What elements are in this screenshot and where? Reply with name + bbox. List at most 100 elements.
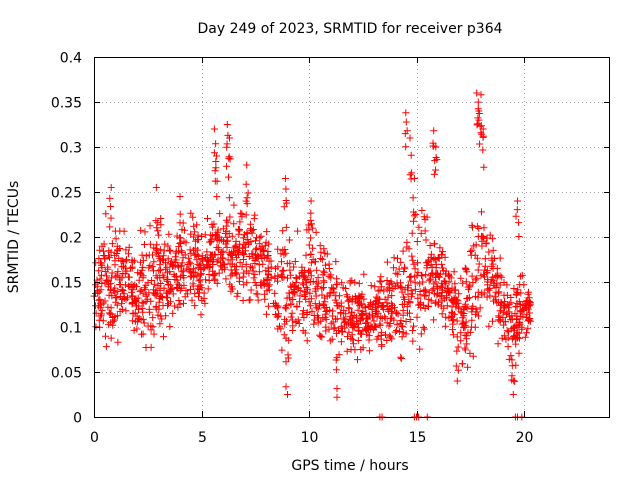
data-point — [92, 309, 100, 317]
data-point — [300, 267, 308, 274]
data-point — [193, 221, 201, 229]
data-point — [517, 272, 525, 280]
data-point — [181, 293, 189, 301]
data-point — [134, 269, 142, 277]
data-point — [367, 322, 375, 330]
data-point — [114, 338, 122, 346]
data-point — [261, 295, 269, 303]
data-point — [139, 256, 147, 264]
data-point — [466, 281, 474, 289]
data-point — [250, 274, 258, 282]
data-point — [500, 302, 508, 309]
data-point — [285, 236, 293, 244]
data-point — [316, 242, 324, 250]
data-point — [114, 287, 122, 295]
data-point — [164, 255, 172, 263]
data-point — [348, 308, 356, 316]
data-point — [125, 250, 132, 258]
data-point — [251, 279, 259, 286]
y-tick-label: 0.3 — [60, 141, 82, 157]
data-point — [355, 292, 363, 300]
data-point — [468, 246, 476, 254]
data-point — [399, 323, 407, 331]
data-point — [149, 314, 157, 322]
data-point — [430, 127, 438, 135]
data-point — [257, 279, 265, 287]
data-point — [222, 240, 230, 248]
data-point — [106, 254, 113, 262]
data-point — [163, 263, 171, 271]
data-point — [195, 285, 203, 293]
data-point — [252, 237, 259, 245]
data-point — [259, 247, 267, 255]
data-point — [234, 247, 242, 254]
data-point — [463, 268, 471, 276]
data-point — [504, 343, 512, 351]
data-point — [116, 293, 124, 300]
data-point — [256, 251, 264, 259]
data-point — [397, 283, 405, 291]
data-point — [111, 251, 119, 259]
data-point — [228, 260, 236, 268]
data-point — [279, 227, 287, 235]
data-point — [157, 215, 165, 222]
data-point — [219, 247, 227, 255]
data-point — [515, 349, 523, 357]
data-point — [428, 269, 436, 277]
data-point — [240, 281, 248, 289]
data-point — [164, 301, 171, 309]
data-point — [394, 270, 402, 278]
data-point — [479, 146, 487, 154]
data-point — [464, 329, 472, 337]
data-point — [436, 244, 444, 252]
data-point — [252, 244, 260, 252]
data-point — [448, 303, 456, 311]
data-point — [153, 224, 161, 232]
data-point — [509, 324, 517, 332]
data-point — [485, 248, 493, 256]
data-point — [311, 316, 319, 324]
y-tick-label: 0.1 — [60, 321, 82, 337]
data-point — [314, 305, 322, 313]
data-point — [300, 271, 308, 279]
data-point — [383, 258, 391, 266]
data-point — [432, 278, 440, 286]
data-point — [404, 309, 411, 317]
data-point — [121, 270, 129, 278]
data-point — [315, 314, 322, 322]
data-point — [407, 287, 415, 295]
data-point — [500, 332, 508, 340]
data-point — [413, 313, 421, 321]
data-point — [97, 312, 105, 320]
data-point — [351, 278, 359, 286]
data-point — [164, 275, 172, 283]
data-point — [453, 377, 461, 385]
data-point — [455, 290, 463, 298]
data-point — [325, 325, 333, 333]
data-point — [304, 285, 311, 293]
data-point — [366, 301, 374, 309]
data-point — [278, 258, 285, 266]
data-point — [221, 263, 229, 271]
data-point — [477, 122, 485, 130]
data-point — [158, 315, 166, 323]
data-point — [390, 264, 397, 272]
data-point — [314, 274, 322, 282]
data-point — [182, 239, 190, 247]
data-point — [416, 288, 424, 295]
data-point — [393, 279, 401, 287]
data-point — [438, 310, 446, 318]
data-point — [169, 309, 177, 317]
data-point — [248, 229, 256, 237]
data-point — [360, 270, 368, 278]
data-point — [512, 340, 520, 348]
data-point — [319, 300, 327, 308]
data-point — [415, 223, 423, 231]
data-point — [426, 275, 434, 283]
data-point — [343, 321, 351, 329]
data-point — [191, 302, 199, 310]
data-point — [96, 275, 104, 283]
data-point — [318, 333, 326, 341]
data-point — [397, 353, 405, 361]
data-point — [242, 267, 250, 275]
